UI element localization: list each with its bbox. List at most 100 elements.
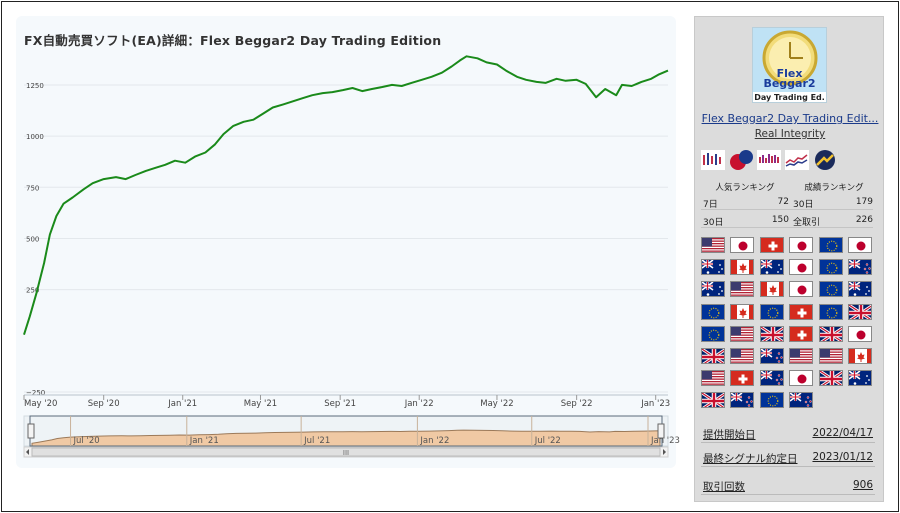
flag-chf-icon[interactable] xyxy=(789,303,813,320)
bar-chart-icon[interactable] xyxy=(757,149,781,171)
flag-usd-icon[interactable] xyxy=(730,281,754,298)
y-tick-label: 250 xyxy=(26,287,39,295)
navigator-series-area xyxy=(31,429,661,447)
flag-cad-icon[interactable] xyxy=(730,303,754,320)
flag-eur-icon[interactable] xyxy=(819,237,843,253)
navigator-tick-label: Jul '21 xyxy=(303,436,330,446)
flag-usd-icon[interactable] xyxy=(701,237,725,253)
y-tick-label: 1250 xyxy=(26,82,44,90)
line-chart-icon[interactable] xyxy=(785,149,809,171)
flag-eur-icon[interactable] xyxy=(701,325,725,342)
equity-chart[interactable]: 1250 1000 750 500 250 −250 May '20 Sep '20 Jan '… xyxy=(2,2,692,472)
flag-usd-icon[interactable] xyxy=(730,325,754,342)
scrollbar-thumb xyxy=(31,447,661,457)
ranking-period-label: 30日 xyxy=(703,218,724,228)
ea-logo[interactable]: Flex Beggar2 Day Trading Ed. xyxy=(752,27,827,103)
navigator-tick-label: Jul '22 xyxy=(534,436,561,446)
flag-gbp-icon[interactable] xyxy=(848,303,872,320)
flag-nzd-icon[interactable] xyxy=(789,392,813,409)
flag-cad-icon[interactable] xyxy=(760,281,784,298)
flag-chf-icon[interactable] xyxy=(789,325,813,342)
flag-gbp-icon[interactable] xyxy=(701,348,725,364)
y-tick-label: 1000 xyxy=(26,133,44,141)
ranking-period-label: 7日 xyxy=(703,200,718,210)
flag-usd-icon[interactable] xyxy=(819,348,843,364)
popular-ranking-header: 人気ランキング xyxy=(715,183,775,193)
info-label[interactable]: 提供開始日 xyxy=(703,429,756,441)
info-value: 2023/01/12 xyxy=(812,451,873,463)
clock-icon xyxy=(762,30,818,86)
scrollbar-grip: III xyxy=(343,449,349,457)
performance-ranking-header: 成績ランキング xyxy=(804,183,864,193)
ranking-period-label: 30日 xyxy=(793,200,814,210)
x-tick-label: May '22 xyxy=(480,399,513,409)
chart-panel xyxy=(16,16,676,468)
flag-chf-icon[interactable] xyxy=(730,370,754,387)
x-tick-label: Jan '22 xyxy=(404,399,434,409)
flag-usd-icon[interactable] xyxy=(789,348,813,364)
flag-jpy-icon[interactable] xyxy=(789,370,813,387)
flag-gbp-icon[interactable] xyxy=(701,392,725,409)
flag-jpy-icon[interactable] xyxy=(789,259,813,276)
flag-usd-icon[interactable] xyxy=(701,370,725,387)
ranking-row: 7日 72 30日 179 xyxy=(701,195,873,210)
flag-aud-icon[interactable] xyxy=(760,259,784,276)
flag-eur-icon[interactable] xyxy=(819,281,843,298)
info-row-start-date: 提供開始日 2022/04/17 xyxy=(701,421,875,443)
flag-eur-icon[interactable] xyxy=(701,303,725,320)
flag-eur-icon[interactable] xyxy=(819,303,843,320)
info-value: 2022/04/17 xyxy=(812,427,873,439)
flag-aud-icon[interactable] xyxy=(848,281,872,298)
flag-nzd-icon[interactable] xyxy=(760,370,784,387)
navigator-handle-right xyxy=(657,423,665,439)
trend-up-icon[interactable] xyxy=(813,149,837,171)
info-label[interactable]: 最終シグナル約定日 xyxy=(703,453,798,465)
x-tick-label: Sep '22 xyxy=(561,399,593,409)
flag-gbp-icon[interactable] xyxy=(819,325,843,342)
x-tick-label: May '21 xyxy=(244,399,277,409)
chat-bubbles-icon[interactable] xyxy=(729,149,753,171)
ranking-row: 30日 150 全取引 226 xyxy=(701,213,873,228)
flag-eur-icon[interactable] xyxy=(760,392,784,409)
flag-nzd-icon[interactable] xyxy=(730,392,754,409)
flag-gbp-icon[interactable] xyxy=(819,370,843,387)
ranking-value: 72 xyxy=(777,197,789,207)
x-tick-label: May '20 xyxy=(24,399,57,409)
ranking-value: 226 xyxy=(855,215,873,225)
flag-aud-icon[interactable] xyxy=(701,259,725,276)
x-tick-label: Jan '21 xyxy=(167,399,197,409)
flag-gbp-icon[interactable] xyxy=(760,325,784,342)
logo-text-line1: Flex xyxy=(776,67,803,80)
flag-eur-icon[interactable] xyxy=(819,259,843,276)
info-row-last-signal: 最終シグナル約定日 2023/01/12 xyxy=(701,445,875,467)
ea-name-link[interactable]: Flex Beggar2 Day Trading Edit... xyxy=(701,112,879,125)
ranking-value: 179 xyxy=(855,197,873,207)
flag-aud-icon[interactable] xyxy=(701,281,725,298)
flag-jpy-icon[interactable] xyxy=(730,237,754,253)
navigator-handle-left xyxy=(27,423,35,439)
logo-text-line3: Day Trading Ed. xyxy=(753,92,826,102)
flag-nzd-icon[interactable] xyxy=(848,259,872,276)
flag-jpy-icon[interactable] xyxy=(848,237,872,253)
y-tick-label: 500 xyxy=(26,235,39,243)
info-label[interactable]: 取引回数 xyxy=(703,481,745,493)
flag-jpy-icon[interactable] xyxy=(789,237,813,253)
equity-series-line xyxy=(23,55,669,336)
flag-cad-icon[interactable] xyxy=(848,348,872,364)
navigator-tick-label: Jan '21 xyxy=(189,436,219,446)
candlestick-icon[interactable] xyxy=(701,149,725,171)
flag-jpy-icon[interactable] xyxy=(848,325,872,342)
info-row-trade-count: 取引回数 906 xyxy=(701,473,875,495)
ranking-value: 150 xyxy=(771,215,789,225)
flag-jpy-icon[interactable] xyxy=(789,281,813,298)
flag-eur-icon[interactable] xyxy=(760,303,784,320)
flag-chf-icon[interactable] xyxy=(760,237,784,253)
flag-aud-icon[interactable] xyxy=(848,370,872,387)
flag-usd-icon[interactable] xyxy=(730,348,754,364)
flag-nzd-icon[interactable] xyxy=(760,348,784,364)
flag-cad-icon[interactable] xyxy=(730,259,754,276)
x-tick-label: Sep '21 xyxy=(324,399,356,409)
author-link[interactable]: Real Integrity xyxy=(754,128,826,140)
scrollbar-right-arrow-icon xyxy=(663,449,666,455)
